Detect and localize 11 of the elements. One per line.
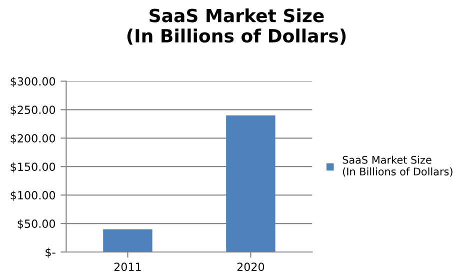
x-tick-label: 2011 xyxy=(114,262,141,272)
y-tick-label: $- xyxy=(46,248,56,258)
y-tick-label: $50.00 xyxy=(18,219,56,230)
y-tick-label: $250.00 xyxy=(10,105,56,116)
x-tick-label: 2020 xyxy=(237,262,264,272)
y-tick-label: $100.00 xyxy=(10,190,56,201)
y-tick-label: $150.00 xyxy=(10,162,56,172)
chart-title: SaaS Market Size (In Billions of Dollars) xyxy=(127,8,346,45)
legend-label: SaaS Market Size (In Billions of Dollars) xyxy=(342,156,452,177)
y-tick-label: $300.00 xyxy=(10,76,56,88)
y-tick-label: $200.00 xyxy=(10,134,56,144)
